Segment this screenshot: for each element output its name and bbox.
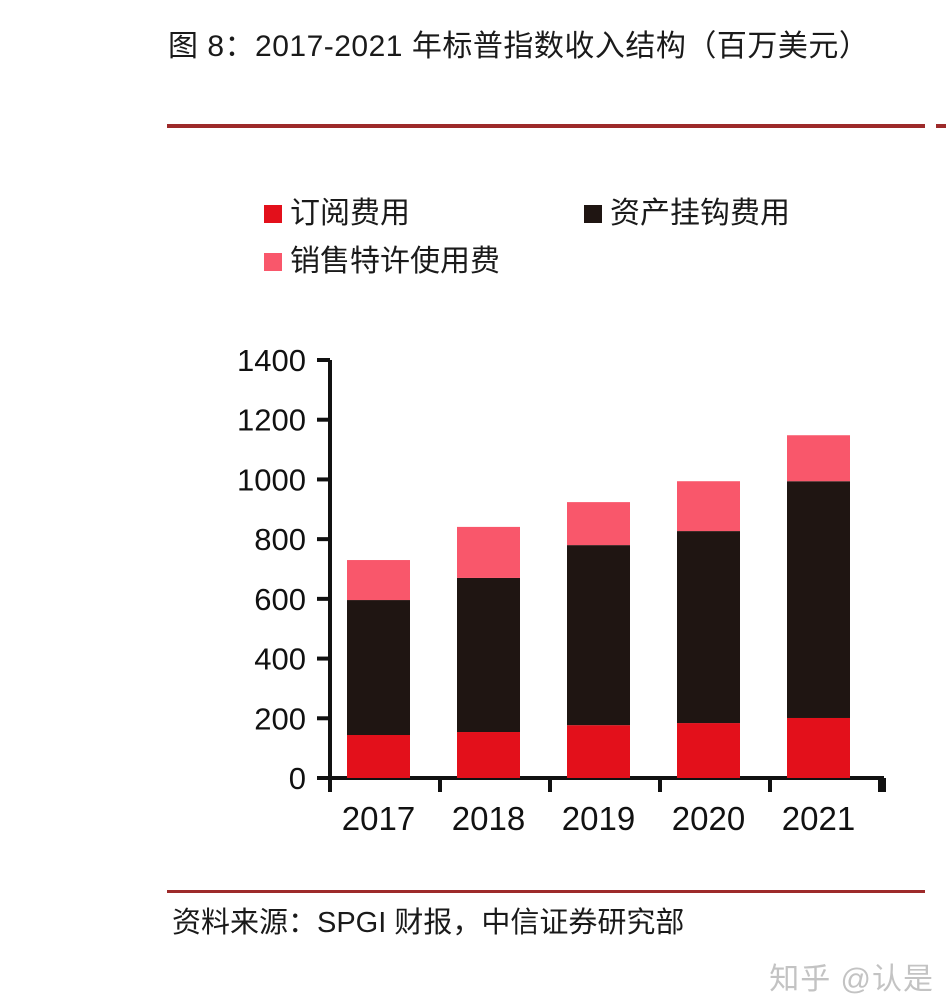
y-axis-tick-label: 1000 bbox=[237, 462, 306, 497]
y-axis-tick-label: 1200 bbox=[237, 403, 306, 438]
y-axis-tick-label: 800 bbox=[254, 522, 306, 557]
bar-group-2017 bbox=[347, 560, 410, 778]
bar-segment[interactable] bbox=[347, 735, 410, 778]
watermark: 知乎 @认是 bbox=[769, 963, 934, 996]
plot-area: 0 200 400 600 800 1000 1200 1400 2017 2018 2019 202… bbox=[237, 343, 886, 837]
bar-group-2019 bbox=[567, 502, 630, 778]
y-axis-tick-label: 200 bbox=[254, 701, 306, 736]
x-axis-tick-label: 2018 bbox=[452, 800, 525, 837]
bar-segment[interactable] bbox=[567, 725, 630, 778]
bar-group-2018 bbox=[457, 526, 520, 778]
x-axis-tick-label: 2019 bbox=[562, 800, 635, 837]
source-note: 资料来源：SPGI 财报，中信证券研究部 bbox=[172, 907, 685, 939]
bar-segment[interactable] bbox=[457, 732, 520, 778]
legend-item-label: 资产挂钩费用 bbox=[610, 197, 790, 230]
bar-segment[interactable] bbox=[787, 435, 850, 482]
x-axis-tick-label: 2017 bbox=[342, 800, 415, 837]
bar-segment[interactable] bbox=[347, 560, 410, 601]
y-axis-tick-label: 400 bbox=[254, 642, 306, 677]
bar-segment[interactable] bbox=[567, 545, 630, 726]
chart-legend: 订阅费用 资产挂钩费用 销售特许使用费 bbox=[264, 190, 884, 286]
x-axis-tick-label: 2021 bbox=[782, 800, 855, 837]
bar-segment[interactable] bbox=[457, 577, 520, 733]
y-axis-tick-label: 1400 bbox=[237, 343, 306, 378]
legend-row: 订阅费用 资产挂钩费用 bbox=[264, 190, 884, 238]
x-axis-tick-label: 2020 bbox=[672, 800, 745, 837]
bar-segment[interactable] bbox=[677, 531, 740, 724]
bar-segment[interactable] bbox=[677, 481, 740, 532]
bar-segment[interactable] bbox=[347, 600, 410, 736]
title-divider-rule bbox=[167, 124, 925, 128]
square-swatch-icon bbox=[264, 205, 282, 223]
title-divider-rule-endcap bbox=[936, 124, 946, 128]
page-title: 图 8：2017-2021 年标普指数收入结构（百万美元） bbox=[168, 30, 870, 63]
source-divider-rule bbox=[167, 890, 925, 893]
legend-row: 销售特许使用费 bbox=[264, 238, 884, 286]
bar-group-2021 bbox=[787, 435, 850, 778]
y-axis-tick-label: 0 bbox=[289, 761, 306, 796]
legend-item-label: 订阅费用 bbox=[290, 197, 410, 230]
y-axis-tick-label: 600 bbox=[254, 582, 306, 617]
bar-segment[interactable] bbox=[787, 481, 850, 718]
bar-group-2020 bbox=[677, 481, 740, 778]
bar-segment[interactable] bbox=[567, 502, 630, 546]
square-swatch-icon bbox=[584, 205, 602, 223]
square-swatch-icon bbox=[264, 253, 282, 271]
legend-item-asset-linked[interactable]: 资产挂钩费用 bbox=[584, 197, 864, 231]
bar-segment[interactable] bbox=[787, 717, 850, 778]
bar-segment[interactable] bbox=[457, 526, 520, 578]
legend-item-subscription[interactable]: 订阅费用 bbox=[264, 197, 584, 231]
bar-segment[interactable] bbox=[677, 723, 740, 778]
legend-item-label: 销售特许使用费 bbox=[290, 245, 500, 278]
legend-item-sales-royalty[interactable]: 销售特许使用费 bbox=[264, 245, 584, 279]
